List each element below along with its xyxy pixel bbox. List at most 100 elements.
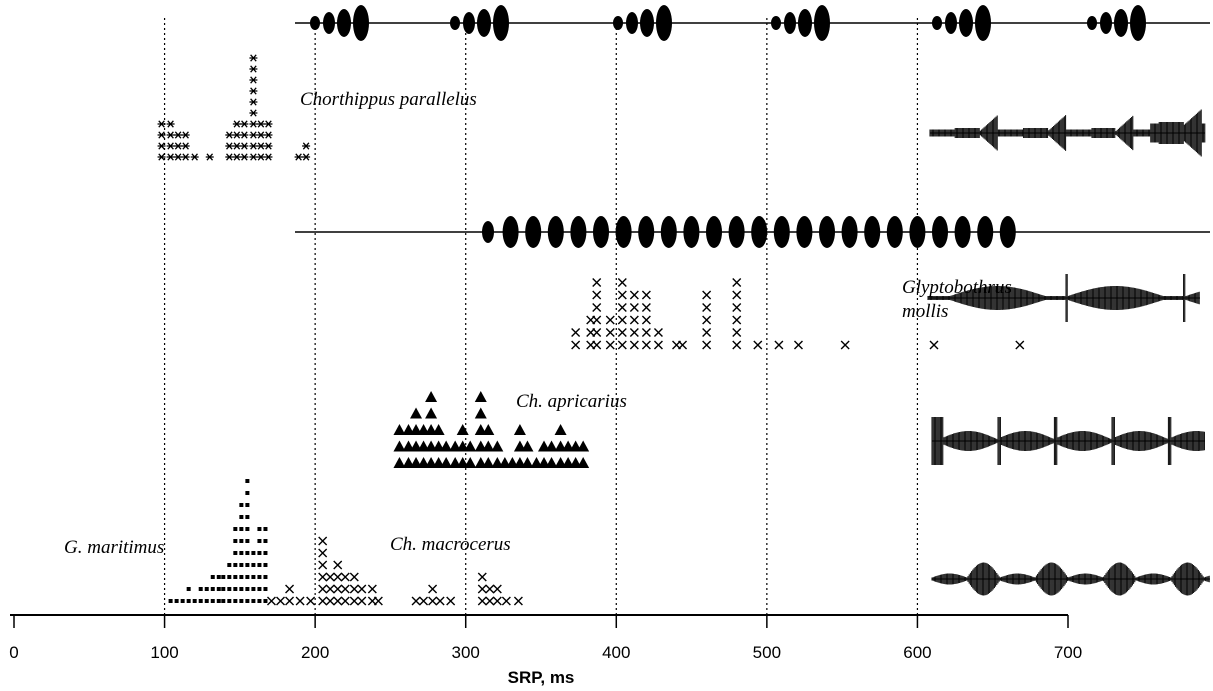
marker (240, 121, 248, 127)
marker (618, 304, 626, 312)
marker (334, 597, 342, 605)
marker-column (425, 391, 437, 468)
marker (239, 527, 243, 531)
oscillogram-pulse (640, 9, 654, 37)
x-tick-label: 200 (301, 643, 329, 662)
marker-column (341, 573, 349, 605)
marker-column (587, 316, 595, 349)
marker-column (654, 329, 662, 350)
marker (211, 599, 215, 603)
x-tick-label: 300 (452, 643, 480, 662)
marker (420, 597, 428, 605)
marker-column (475, 391, 487, 468)
marker-column (374, 597, 382, 605)
marker (572, 341, 580, 349)
marker-column (436, 597, 444, 605)
marker (191, 154, 199, 160)
marker (263, 599, 267, 603)
marker-column (193, 599, 197, 603)
marker (233, 563, 237, 567)
marker (239, 587, 243, 591)
marker (158, 132, 166, 138)
marker (257, 587, 261, 591)
marker (618, 329, 626, 337)
marker (618, 316, 626, 324)
oscillogram-pulse (683, 216, 699, 248)
species-label: Ch. apricarius (516, 390, 716, 414)
marker (296, 597, 304, 605)
marker (263, 527, 267, 531)
marker (251, 599, 255, 603)
marker (225, 154, 233, 160)
marker-column (206, 154, 214, 160)
marker-column (358, 585, 366, 605)
marker (319, 561, 327, 569)
marker (703, 304, 711, 312)
oscillogram-pulse (548, 216, 564, 248)
marker (167, 132, 175, 138)
marker (326, 585, 334, 593)
marker (358, 597, 366, 605)
marker (593, 304, 601, 312)
marker (257, 563, 261, 567)
marker (618, 341, 626, 349)
marker (410, 408, 422, 419)
marker (733, 316, 741, 324)
marker (841, 341, 849, 349)
oscillogram-pulse (656, 5, 672, 41)
marker (249, 132, 257, 138)
oscillogram-pulse (959, 9, 973, 37)
oscillogram-pulse (593, 216, 609, 248)
marker (733, 291, 741, 299)
marker-column (296, 597, 304, 605)
marker-column (181, 599, 185, 603)
marker (257, 575, 261, 579)
oscillogram-pulse (638, 216, 654, 248)
marker (199, 587, 203, 591)
marker (239, 515, 243, 519)
marker (249, 55, 257, 61)
marker (245, 503, 249, 507)
marker-column (191, 154, 199, 160)
marker (263, 563, 267, 567)
marker (286, 585, 294, 593)
x-tick-label: 0 (9, 643, 18, 662)
marker-column (733, 279, 741, 350)
marker-column (221, 575, 225, 603)
marker (502, 597, 510, 605)
marker (1016, 341, 1024, 349)
species-label: Ch. macrocerus (390, 533, 590, 557)
oscillogram-pulse (493, 5, 509, 41)
marker (240, 154, 248, 160)
oscillogram-pulse (337, 9, 351, 37)
marker (447, 597, 455, 605)
marker (211, 587, 215, 591)
marker (267, 597, 275, 605)
marker-column (794, 341, 802, 349)
oscillogram-pulse (864, 216, 880, 248)
marker (249, 77, 257, 83)
marker (606, 341, 614, 349)
marker (251, 575, 255, 579)
marker-column (267, 597, 275, 605)
marker (307, 597, 315, 605)
marker (593, 279, 601, 287)
marker (475, 408, 487, 419)
marker (486, 585, 494, 593)
marker-column (775, 341, 783, 349)
marker (257, 527, 261, 531)
marker (341, 573, 349, 581)
marker (521, 441, 533, 452)
marker (182, 154, 190, 160)
marker (249, 110, 257, 116)
marker (593, 341, 601, 349)
marker (158, 121, 166, 127)
marker (158, 143, 166, 149)
marker (187, 599, 191, 603)
marker-column (420, 597, 428, 605)
marker (436, 597, 444, 605)
marker (257, 121, 265, 127)
marker (249, 143, 257, 149)
marker-column (630, 291, 638, 349)
marker (412, 597, 420, 605)
